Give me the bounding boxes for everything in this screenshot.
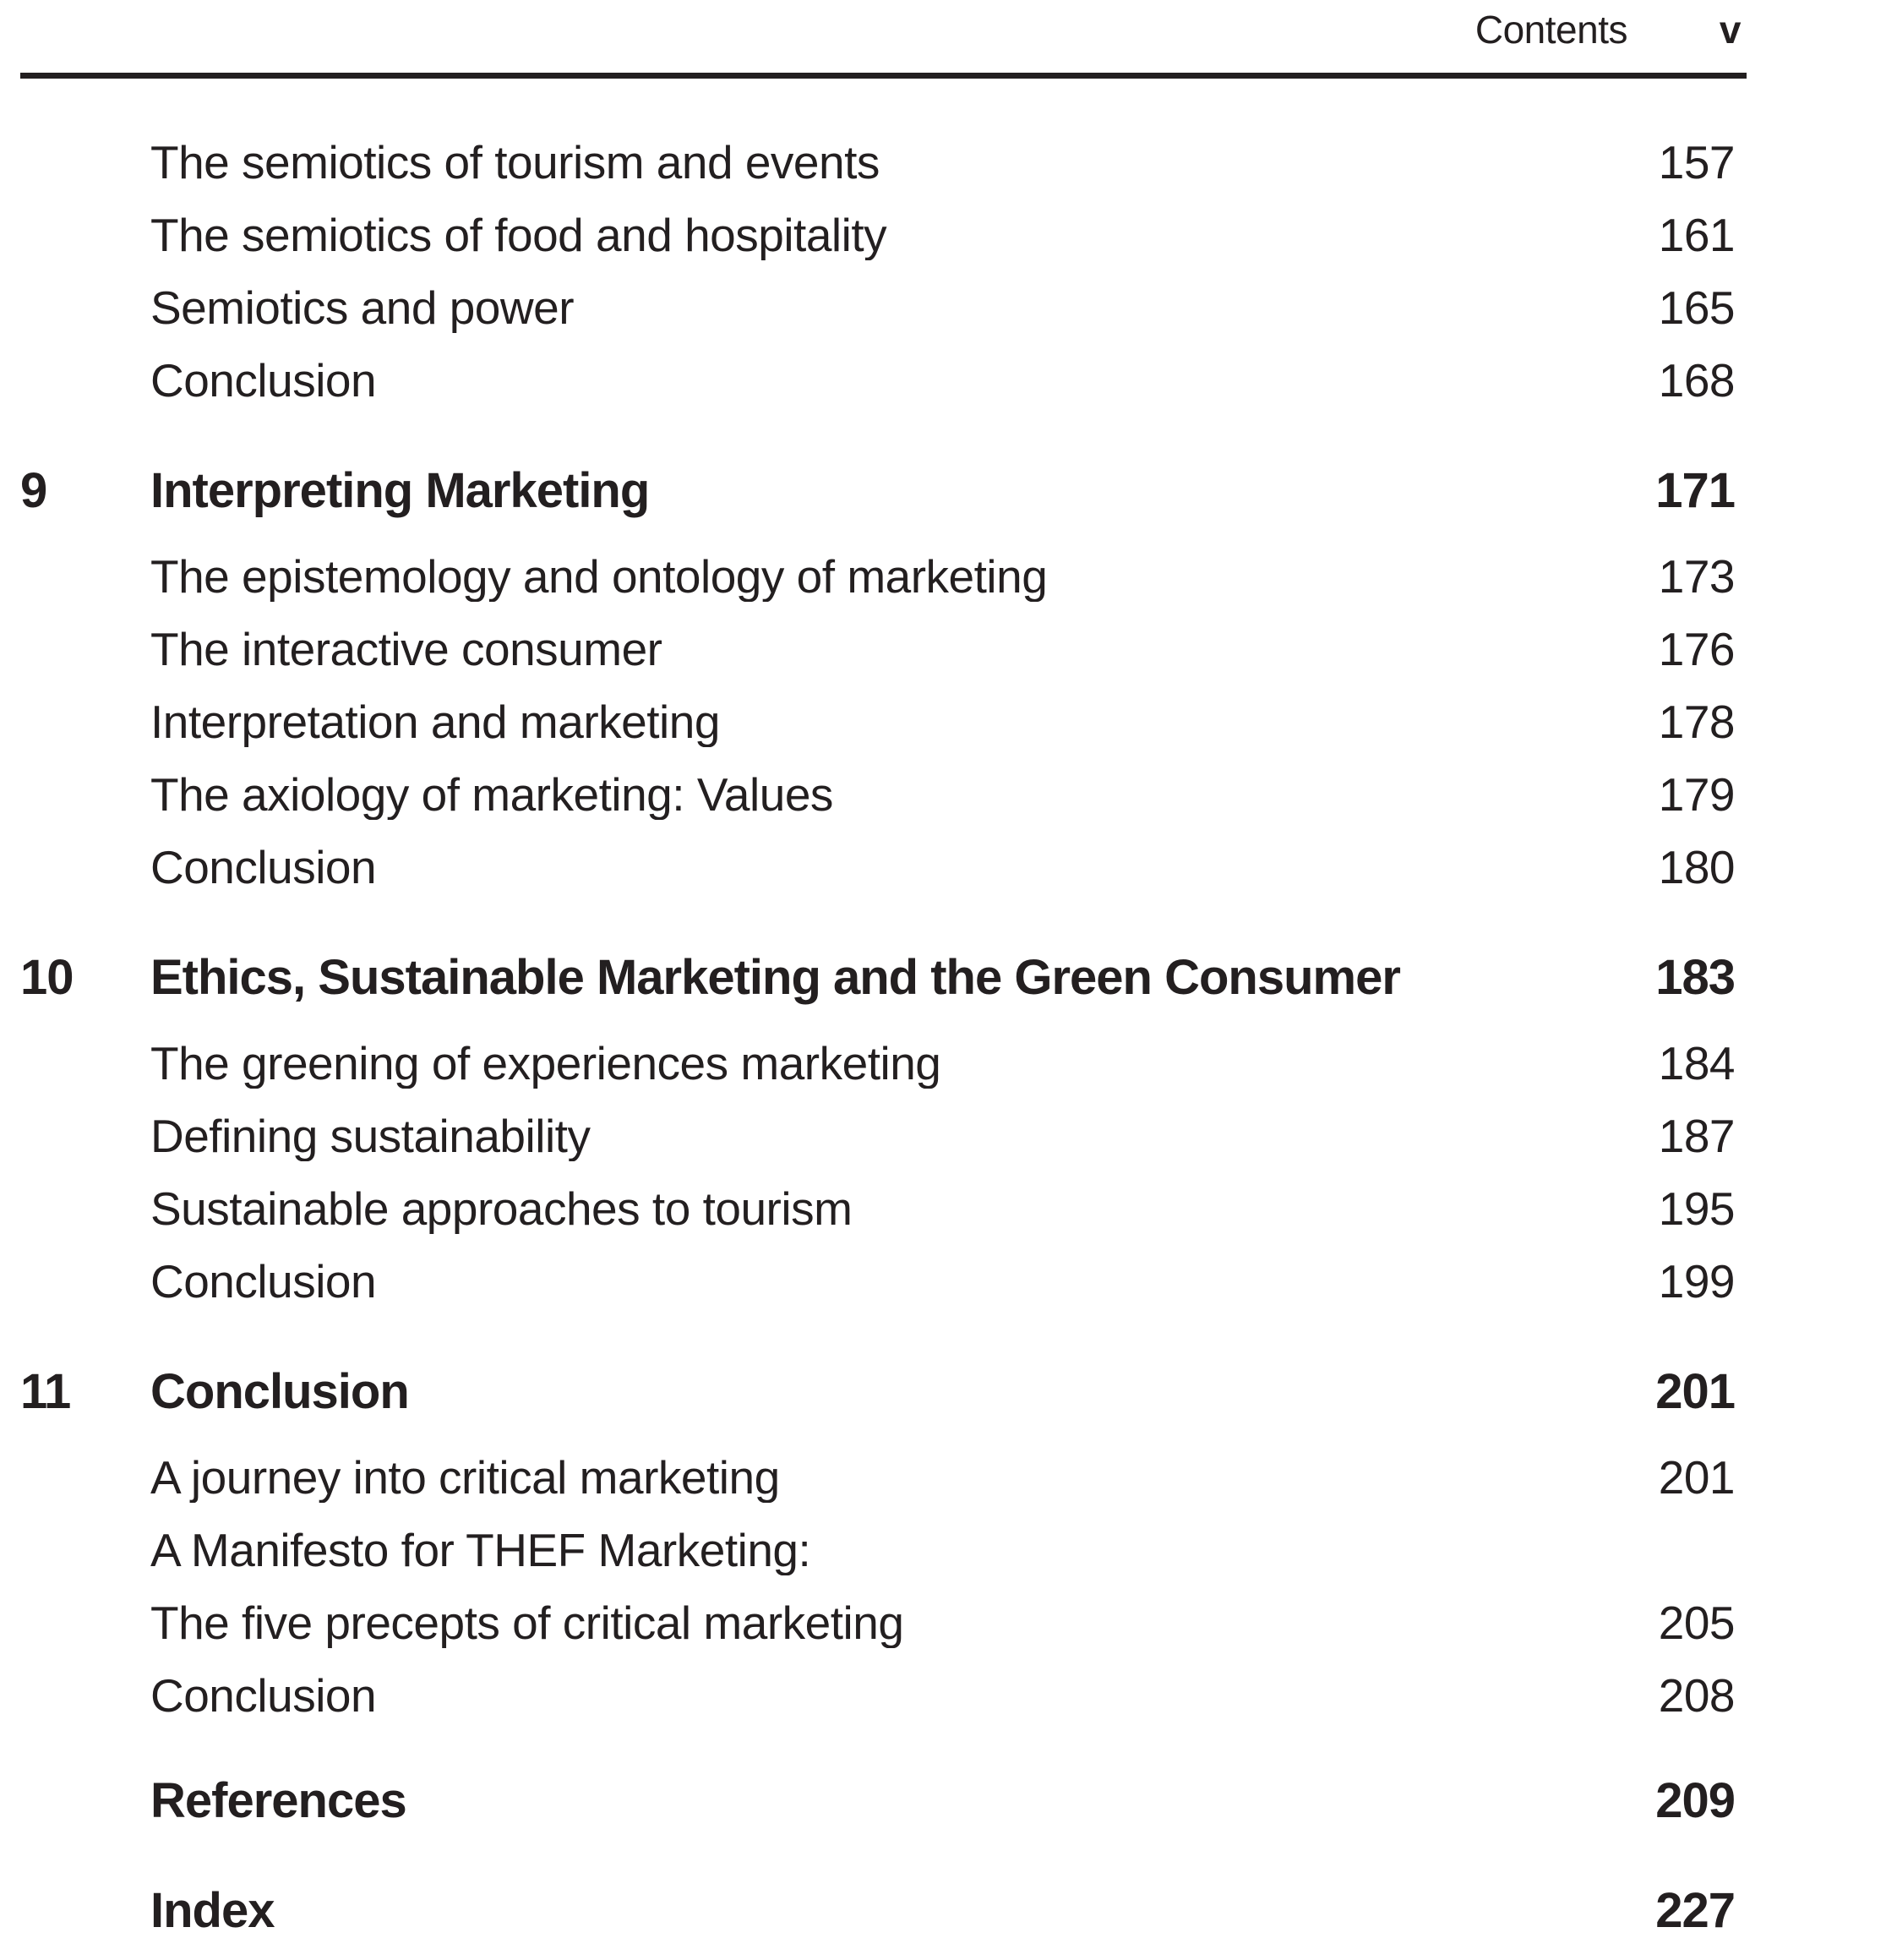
- entry-title: The epistemology and ontology of marketi…: [150, 550, 1048, 603]
- entry-title: Conclusion: [150, 1255, 377, 1308]
- toc-index-row: Index 227: [20, 1870, 1747, 1952]
- chapter-title: References: [150, 1774, 407, 1828]
- chapter-number: 9: [20, 463, 47, 519]
- entry-page-number: 201: [1658, 1450, 1736, 1504]
- entry-page-number: 168: [1658, 353, 1736, 407]
- entry-page-number: 180: [1658, 840, 1736, 893]
- entry-title: The semiotics of tourism and events: [150, 136, 880, 188]
- toc-entry-row: The greening of experiences marketing 18…: [20, 1027, 1747, 1100]
- toc-entry-row: Conclusion 208: [20, 1659, 1747, 1732]
- chapter-number: 11: [20, 1364, 71, 1420]
- chapter-title: Index: [150, 1884, 275, 1938]
- entry-page-number: 176: [1658, 622, 1736, 675]
- entry-title: A Manifesto for THEF Marketing:: [150, 1524, 811, 1576]
- chapter-page-number: 227: [1655, 1883, 1736, 1939]
- entry-page-number: 178: [1658, 695, 1736, 748]
- entry-title: The interactive consumer: [150, 623, 662, 675]
- toc-entry-row: The semiotics of tourism and events 157: [20, 126, 1747, 199]
- entry-title: The five precepts of critical marketing: [150, 1597, 904, 1649]
- chapter-number: 10: [20, 950, 74, 1006]
- entry-title: Sustainable approaches to tourism: [150, 1182, 853, 1235]
- toc-chapter-row: 9 Interpreting Marketing 171: [20, 450, 1747, 532]
- toc-entry-row: Conclusion 180: [20, 831, 1747, 904]
- toc-entry-row: Conclusion 199: [20, 1245, 1747, 1318]
- entry-title: Interpretation and marketing: [150, 696, 720, 748]
- toc-entry-row: The axiology of marketing: Values 179: [20, 758, 1747, 831]
- entry-title: The greening of experiences marketing: [150, 1037, 941, 1089]
- toc-entry-row: The five precepts of critical marketing …: [20, 1586, 1747, 1659]
- entry-title: The axiology of marketing: Values: [150, 768, 833, 821]
- chapter-page-number: 209: [1655, 1773, 1736, 1829]
- entry-page-number: 173: [1658, 549, 1736, 603]
- chapter-page-number: 183: [1655, 950, 1736, 1006]
- entry-title: Defining sustainability: [150, 1110, 591, 1162]
- entry-page-number: 199: [1658, 1254, 1736, 1308]
- toc-entry-row: A journey into critical marketing 201: [20, 1441, 1747, 1514]
- entry-page-number: 205: [1658, 1596, 1736, 1649]
- toc-entry-row: Conclusion 168: [20, 344, 1747, 417]
- entry-page-number: 161: [1658, 208, 1736, 261]
- toc-entry-row: A Manifesto for THEF Marketing:: [20, 1514, 1747, 1586]
- entry-title: Conclusion: [150, 841, 377, 893]
- entry-title: A journey into critical marketing: [150, 1451, 780, 1504]
- chapter-page-number: 201: [1655, 1364, 1736, 1420]
- entry-title: Semiotics and power: [150, 281, 575, 334]
- folio-page-number: v: [1719, 8, 1742, 52]
- toc-entry-row: Defining sustainability 187: [20, 1100, 1747, 1172]
- toc-entry-row: Sustainable approaches to tourism 195: [20, 1172, 1747, 1245]
- toc-references-row: References 209: [20, 1761, 1747, 1842]
- entry-title: The semiotics of food and hospitality: [150, 209, 887, 261]
- entry-page-number: 179: [1658, 767, 1736, 821]
- chapter-page-number: 171: [1655, 463, 1736, 519]
- entry-page-number: 187: [1658, 1109, 1736, 1162]
- chapter-title: Ethics, Sustainable Marketing and the Gr…: [150, 951, 1401, 1005]
- entry-title: Conclusion: [150, 354, 377, 407]
- entry-title: Conclusion: [150, 1669, 377, 1722]
- toc-chapter-row: 11 Conclusion 201: [20, 1351, 1747, 1433]
- entry-page-number: 165: [1658, 281, 1736, 334]
- toc-chapter-row: 10 Ethics, Sustainable Marketing and the…: [20, 937, 1747, 1018]
- entry-page-number: 184: [1658, 1036, 1736, 1089]
- header-rule: [20, 73, 1747, 79]
- entry-page-number: 208: [1658, 1668, 1736, 1722]
- running-head: Contents: [1474, 8, 1628, 52]
- chapter-title: Conclusion: [150, 1365, 410, 1419]
- toc-list: The semiotics of tourism and events 157 …: [20, 79, 1747, 1952]
- page-header: Contents v: [20, 7, 1747, 79]
- toc-entry-row: The semiotics of food and hospitality 16…: [20, 199, 1747, 271]
- toc-entry-row: Interpretation and marketing 178: [20, 685, 1747, 758]
- entry-page-number: 195: [1658, 1182, 1736, 1235]
- toc-entry-row: Semiotics and power 165: [20, 271, 1747, 344]
- toc-entry-row: The interactive consumer 176: [20, 613, 1747, 685]
- header-row: Contents v: [20, 7, 1747, 52]
- toc-entry-row: The epistemology and ontology of marketi…: [20, 540, 1747, 613]
- entry-page-number: 157: [1658, 135, 1736, 188]
- chapter-title: Interpreting Marketing: [150, 464, 650, 518]
